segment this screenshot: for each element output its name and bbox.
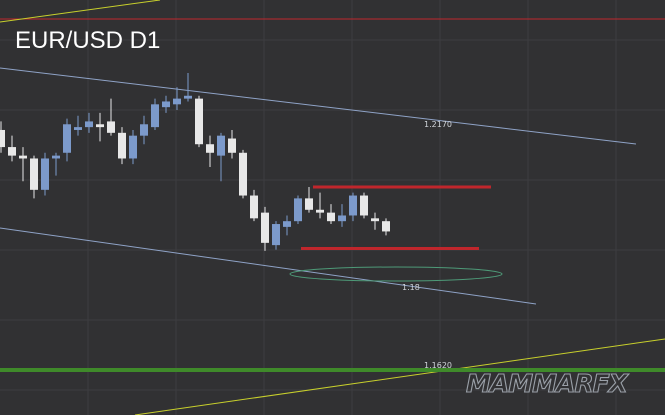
candle-body — [63, 124, 71, 153]
chart-title: EUR/USD D1 — [15, 27, 160, 54]
candle-body — [316, 209, 324, 213]
candle-body — [195, 98, 203, 145]
candle-body — [52, 155, 60, 159]
candle-body — [74, 127, 82, 130]
candle-body — [19, 155, 27, 159]
candlestick-series — [0, 72, 390, 251]
candle-body — [382, 221, 390, 232]
candle-body — [140, 124, 148, 136]
upper-channel-line — [0, 67, 637, 145]
candle-body — [305, 198, 313, 210]
candle-body — [371, 218, 379, 222]
level-label-upper: 1.2170 — [424, 120, 452, 129]
candle-body — [129, 135, 137, 159]
candle-body — [30, 158, 38, 190]
candle-body — [217, 135, 225, 156]
candle-body — [151, 104, 159, 128]
candle-body — [261, 212, 269, 243]
candle-body — [85, 121, 93, 128]
candle-body — [0, 129, 5, 148]
candle-body — [41, 158, 49, 190]
candle-body — [250, 195, 258, 219]
watermark-logo: MAMMARFX — [466, 369, 630, 398]
candle-body — [96, 124, 104, 128]
candle-body — [206, 144, 214, 153]
candle-body — [118, 132, 126, 159]
candle-body — [283, 221, 291, 227]
candle-body — [294, 198, 302, 222]
level-label-lower: 1.1620 — [424, 361, 452, 370]
candle-body — [327, 212, 335, 222]
candle-body — [228, 138, 236, 153]
candle-body — [173, 98, 181, 105]
candle-body — [272, 224, 280, 246]
level-label-middle: 1.18 — [402, 283, 420, 292]
candle-body — [162, 101, 170, 108]
candle-body — [8, 147, 16, 156]
candle-body — [239, 152, 247, 196]
support-ellipse — [289, 266, 503, 282]
upper-yellow-trendline — [0, 0, 161, 23]
candle-body — [184, 95, 192, 99]
candle-body — [360, 195, 368, 216]
lower-yellow-trendline — [134, 338, 665, 415]
candle-body — [107, 121, 115, 133]
candle-body — [338, 215, 346, 222]
lower-channel-line — [0, 227, 537, 305]
candle-body — [349, 195, 357, 216]
horizontal-levels — [301, 185, 491, 251]
